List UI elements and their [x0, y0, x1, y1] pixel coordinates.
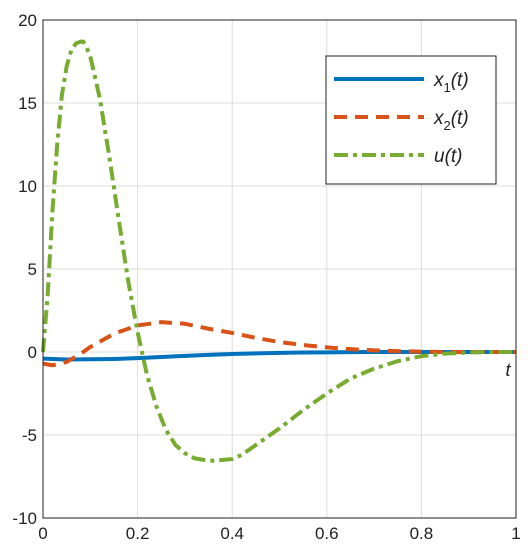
- y-tick-label: 0: [28, 343, 37, 362]
- y-tick-label: 10: [18, 177, 37, 196]
- y-tick-label: 20: [18, 11, 37, 30]
- series-lines: [41, 39, 516, 463]
- tick-labels: 0 0.2 0.4 0.6 0.8 1 -10 -5 0 5 10 15 20: [12, 11, 520, 543]
- series-line-x2: [42, 320, 516, 368]
- x-tick-label: 0: [38, 524, 47, 543]
- axis-variable-label: t: [505, 360, 511, 380]
- x-tick-label: 0.6: [315, 524, 339, 543]
- legend-entry-label: u(t): [434, 146, 463, 167]
- series-line-u: [41, 39, 516, 463]
- x-tick-label: 0.8: [410, 524, 434, 543]
- y-tick-label: 15: [18, 94, 37, 113]
- legend-entry-label: x1(t): [433, 70, 469, 95]
- legend-box: [325, 55, 497, 185]
- plot-area-frame: [42, 19, 517, 519]
- series-line-x1: [42, 350, 516, 362]
- legend: x1(t) x2(t) u(t): [325, 55, 497, 185]
- y-tick-label: 5: [28, 260, 37, 279]
- y-tick-label: -5: [22, 426, 37, 445]
- x-tick-label: 0.4: [220, 524, 244, 543]
- x-tick-label: 0.2: [126, 524, 150, 543]
- y-tick-label: -10: [12, 509, 37, 528]
- x-tick-label: 1: [511, 524, 520, 543]
- legend-entry-label: x2(t): [433, 108, 469, 133]
